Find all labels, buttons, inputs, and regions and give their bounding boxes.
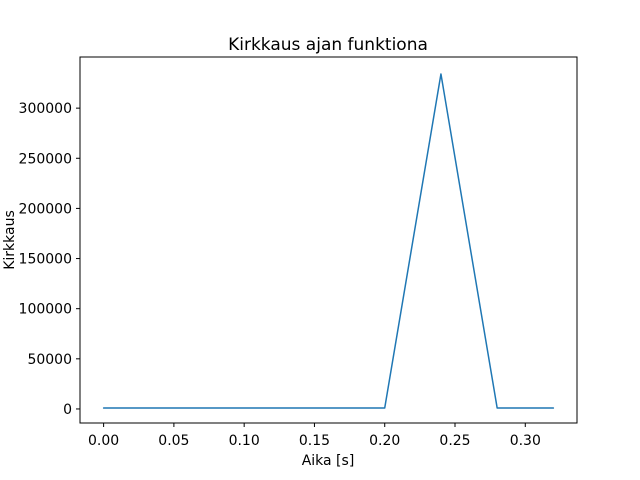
x-tick-label: 0.25 [439, 433, 470, 449]
y-tick-label: 100000 [19, 302, 72, 318]
y-axis-label: Kirkkaus [2, 210, 18, 270]
data-line [102, 73, 555, 409]
y-tick-label: 0 [63, 402, 72, 418]
plot-frame [79, 56, 578, 424]
y-tick-label: 250000 [19, 151, 72, 167]
x-tick-label: 0.15 [299, 433, 330, 449]
y-tick-label: 300000 [19, 101, 72, 117]
y-tick-label: 50000 [27, 352, 72, 368]
chart-title: Kirkkaus ajan funktiona [228, 35, 428, 55]
x-tick-label: 0.10 [229, 433, 260, 449]
x-tick-label: 0.00 [88, 433, 119, 449]
y-tick-label: 150000 [19, 252, 72, 268]
x-tick-label: 0.05 [158, 433, 189, 449]
x-tick-label: 0.20 [369, 433, 400, 449]
x-axis-label: Aika [s] [302, 453, 355, 469]
x-tick-label: 0.30 [510, 433, 541, 449]
plot-area: 0.00 0.05 0.10 0.15 0.20 0.25 0.30 0 50000 100000… [19, 56, 578, 449]
y-tick-label: 200000 [19, 201, 72, 217]
